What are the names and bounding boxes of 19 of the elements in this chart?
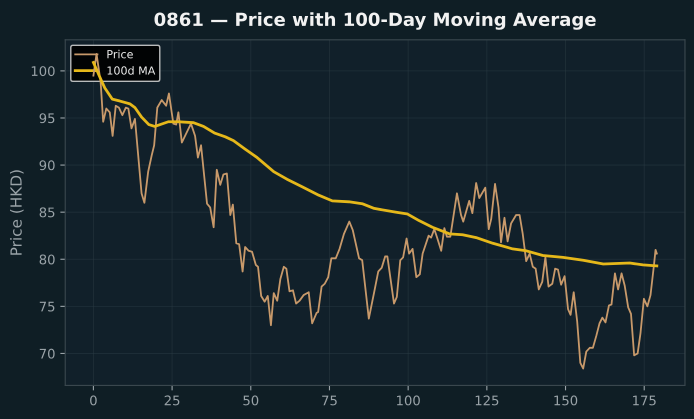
x-tick-label: 50 bbox=[243, 395, 258, 406]
x-tick-label: 75 bbox=[322, 396, 337, 406]
y-tick-label: 90 bbox=[40, 160, 55, 170]
y-tick-label: 95 bbox=[40, 113, 54, 124]
chart-title: 0861 — Price with 100-Day Moving Average bbox=[154, 12, 596, 30]
legend-label: Price bbox=[107, 50, 133, 58]
x-tick-label: 100 bbox=[397, 395, 420, 406]
x-tick-label: 125 bbox=[476, 395, 498, 406]
y-tick-label: 85 bbox=[40, 207, 54, 218]
x-tick-label: 150 bbox=[554, 395, 578, 406]
y-tick-label: 75 bbox=[40, 302, 54, 312]
x-tick-label: 25 bbox=[164, 395, 180, 406]
legend-label: 100d MA bbox=[108, 66, 156, 75]
x-tick-label: 0 bbox=[90, 395, 97, 406]
y-tick-label: 80 bbox=[40, 254, 55, 264]
y-axis-title: Price (HKD) bbox=[10, 170, 24, 255]
y-tick-label: 100 bbox=[32, 66, 55, 76]
x-tick-label: 175 bbox=[633, 396, 656, 406]
y-tick-label: 70 bbox=[40, 348, 55, 359]
